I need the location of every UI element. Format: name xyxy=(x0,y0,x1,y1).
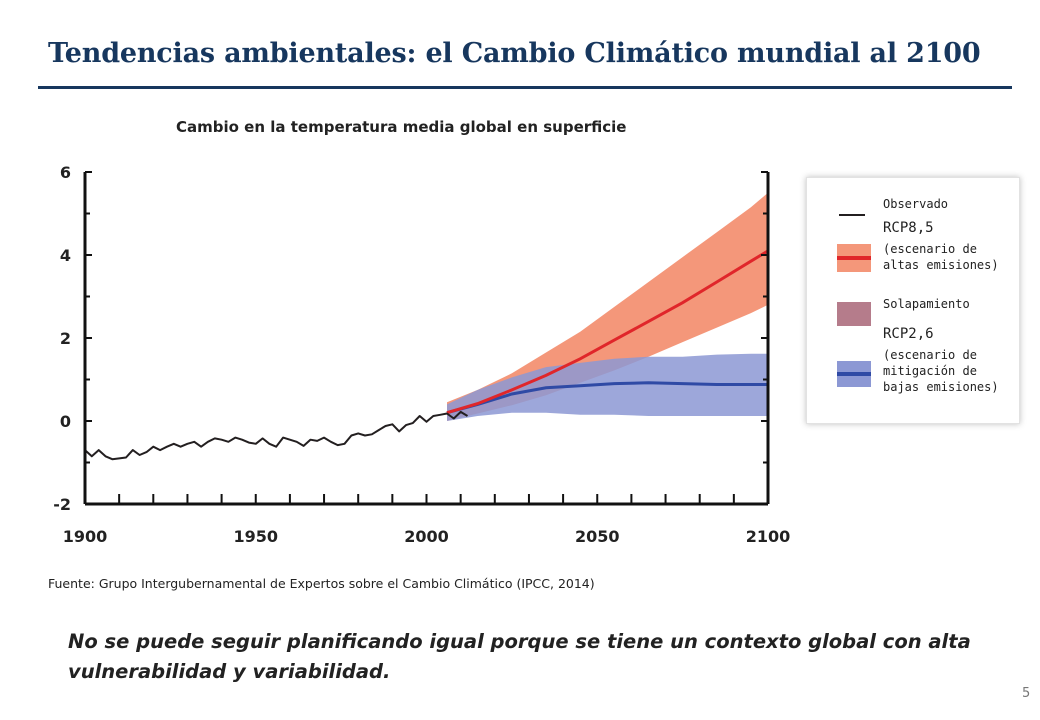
legend-rcp85-desc-1: (escenario de xyxy=(883,242,977,256)
x-tick-label: 2100 xyxy=(746,527,791,546)
legend-rcp85-line-swatch xyxy=(837,256,871,260)
legend-rcp85-desc-2: altas emisiones) xyxy=(883,258,999,272)
legend-rcp26-desc-2: mitigación de xyxy=(883,364,977,378)
y-tick-label: 2 xyxy=(60,329,71,348)
source-citation: Fuente: Grupo Intergubernamental de Expe… xyxy=(48,576,595,591)
legend-overlap-swatch xyxy=(837,302,871,326)
rcp26-uncertainty-band xyxy=(447,353,768,421)
legend-rcp26-name: RCP2,6 xyxy=(883,326,934,342)
legend-rcp85-name: RCP8,5 xyxy=(883,220,934,236)
observed-series-line xyxy=(84,410,469,461)
page-number: 5 xyxy=(1022,686,1031,701)
x-tick-label: 2050 xyxy=(575,527,620,546)
x-tick-label: 1900 xyxy=(63,527,108,546)
rcp26-series-line xyxy=(446,381,768,415)
band-layer xyxy=(447,192,768,421)
y-tick-label: -2 xyxy=(53,495,71,514)
legend-overlap-label: Solapamiento xyxy=(883,297,970,311)
y-tick-label: 6 xyxy=(60,163,71,182)
slide-title: Tendencias ambientales: el Cambio Climát… xyxy=(48,38,981,69)
legend-rcp26-desc-1: (escenario de xyxy=(883,348,977,362)
legend-rcp26-desc-3: bajas emisiones) xyxy=(883,380,999,394)
axes-layer: -2 0 2 4 6 1900 1950 2000 2050 2100 xyxy=(53,163,790,546)
x-tick-label: 2000 xyxy=(404,527,449,546)
rcp85-uncertainty-band xyxy=(447,192,768,421)
line-layer xyxy=(84,249,769,461)
legend-observed-swatch xyxy=(839,214,865,216)
rcp85-series-line xyxy=(446,249,769,415)
y-tick-label: 4 xyxy=(60,246,71,265)
legend-observed-label: Observado xyxy=(883,197,949,211)
x-tick-label: 1950 xyxy=(233,527,278,546)
chart-legend: Observado RCP8,5 (escenario de altas emi… xyxy=(806,177,1020,424)
legend-rcp26-line-swatch xyxy=(837,372,871,376)
y-tick-label: 0 xyxy=(60,412,71,431)
conclusion-text: No se puede seguir planificando igual po… xyxy=(68,630,971,683)
title-divider xyxy=(38,86,1012,89)
chart-title: Cambio en la temperatura media global en… xyxy=(176,118,627,136)
